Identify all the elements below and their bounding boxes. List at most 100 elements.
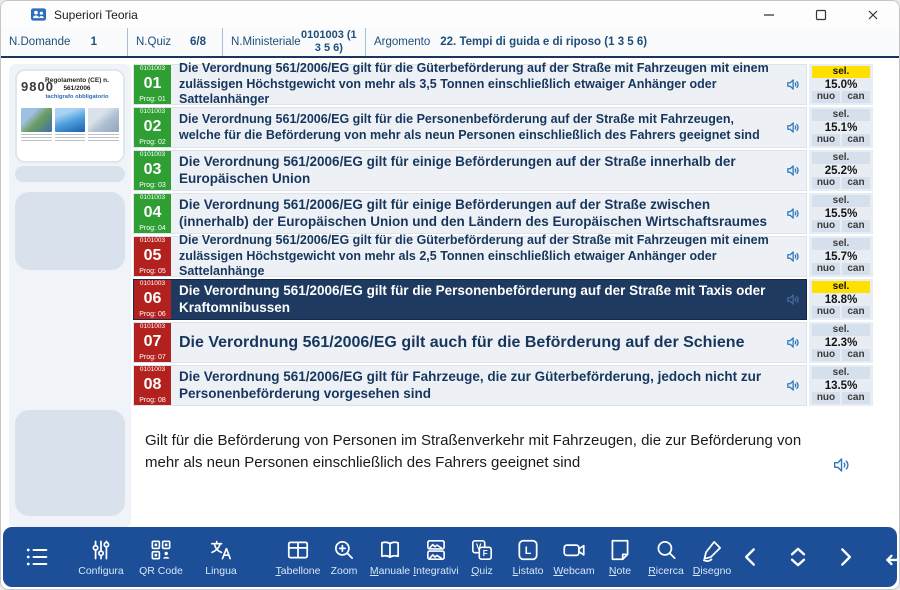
bus-photo: [54, 107, 86, 132]
sel-button[interactable]: sel.: [812, 66, 870, 78]
stats-panel: sel. 13.5% nuo can: [809, 365, 873, 406]
toolbar-lingua[interactable]: Lingua: [191, 527, 251, 587]
can-button[interactable]: can: [842, 306, 870, 318]
can-button[interactable]: can: [842, 220, 870, 232]
question-number: 03: [143, 161, 162, 179]
sel-button[interactable]: sel.: [812, 281, 870, 293]
sel-button[interactable]: sel.: [812, 109, 870, 121]
can-button[interactable]: can: [842, 134, 870, 146]
speaker-icon[interactable]: [780, 108, 806, 147]
question-badge: 0101003 02 Prog: 02: [134, 108, 171, 147]
toolbar-label: Tabellone: [275, 565, 321, 577]
toolbar-menu[interactable]: [15, 527, 59, 587]
close-button[interactable]: [847, 1, 899, 28]
menu-list-icon: [26, 548, 48, 566]
sidebar: 9800 Regolamento (CE) n. 561/2006 tachig…: [9, 64, 131, 527]
speaker-icon[interactable]: [780, 323, 806, 362]
field-n-ministeriale: N.Ministeriale 0101003 (1 3 5 6): [223, 28, 366, 56]
slide-photos: [21, 107, 120, 132]
toolbar-label: Ricerca: [648, 565, 684, 577]
question-row[interactable]: 0101003 04 Prog: 04 Die Verordnung 561/2…: [133, 193, 873, 234]
list-icon: L: [518, 539, 538, 561]
toolbar-disegno[interactable]: Disegno: [689, 527, 735, 587]
maximize-button[interactable]: [795, 1, 847, 28]
sel-button[interactable]: sel.: [812, 152, 870, 164]
question-row[interactable]: 0101003 01 Prog: 01 Die Verordnung 561/2…: [133, 61, 873, 106]
slide-number: 9800: [21, 79, 54, 94]
question-row[interactable]: 0101003 05 Prog: 05 Die Verordnung 561/2…: [133, 233, 873, 278]
sel-button[interactable]: sel.: [812, 324, 870, 336]
toolbar-label: Quiz: [471, 565, 493, 577]
nuo-button[interactable]: nuo: [812, 306, 840, 318]
sel-percentage: 15.0%: [824, 78, 858, 91]
sel-button[interactable]: sel.: [812, 367, 870, 379]
nuo-button[interactable]: nuo: [812, 220, 840, 232]
question-row[interactable]: 0101003 06 Prog: 06 Die Verordnung 561/2…: [133, 279, 873, 320]
minimize-button[interactable]: [743, 1, 795, 28]
question-row[interactable]: 0101003 03 Prog: 03 Die Verordnung 561/2…: [133, 150, 873, 191]
slide-thumbnail[interactable]: 9800 Regolamento (CE) n. 561/2006 tachig…: [15, 69, 125, 163]
sidebar-placeholder-1: [15, 192, 125, 270]
question-prog: Prog: 05: [139, 268, 166, 275]
question-row[interactable]: 0101003 02 Prog: 02 Die Verordnung 561/2…: [133, 107, 873, 148]
toolbar-ricerca[interactable]: Ricerca: [643, 527, 689, 587]
speaker-icon[interactable]: [780, 237, 806, 276]
nuo-button[interactable]: nuo: [812, 263, 840, 275]
toolbar-integrativi[interactable]: Integrativi: [413, 527, 459, 587]
can-button[interactable]: can: [842, 392, 870, 404]
question-row[interactable]: 0101003 07 Prog: 07 Die Verordnung 561/2…: [133, 322, 873, 363]
answer-area: Gilt für die Beförderung von Personen im…: [133, 414, 899, 527]
nuo-button[interactable]: nuo: [812, 134, 840, 146]
sel-button[interactable]: sel.: [812, 195, 870, 207]
can-button[interactable]: can: [842, 349, 870, 361]
nuo-button[interactable]: nuo: [812, 392, 840, 404]
n-domande-value: 1: [90, 36, 97, 48]
stats-panel: sel. 15.7% nuo can: [809, 236, 873, 277]
toolbar-zoom[interactable]: Zoom: [321, 527, 367, 587]
toolbar-manuale[interactable]: Manuale: [367, 527, 413, 587]
question-row[interactable]: 0101003 08 Prog: 08 Die Verordnung 561/2…: [133, 365, 873, 406]
speaker-icon[interactable]: [780, 65, 806, 104]
window-title: Superiori Teoria: [54, 7, 138, 22]
question-prog: Prog: 07: [139, 354, 166, 361]
toolbar-label: Disegno: [692, 565, 732, 577]
sel-button[interactable]: sel.: [812, 238, 870, 250]
question-number: 08: [143, 376, 162, 394]
speaker-icon[interactable]: [780, 151, 806, 190]
speaker-icon[interactable]: [780, 366, 806, 405]
nuo-button[interactable]: nuo: [812, 349, 840, 361]
main-area: 9800 Regolamento (CE) n. 561/2006 tachig…: [1, 58, 899, 527]
toolbar-note[interactable]: Note: [597, 527, 643, 587]
field-n-quiz: N.Quiz 6/8: [128, 28, 223, 56]
stats-panel: sel. 12.3% nuo can: [809, 322, 873, 363]
toolbar-tabellone[interactable]: Tabellone: [275, 527, 321, 587]
can-button[interactable]: can: [842, 263, 870, 275]
return-button[interactable]: [876, 527, 899, 587]
toolbar-webcam[interactable]: Webcam: [551, 527, 597, 587]
question-badge: 0101003 06 Prog: 06: [134, 280, 171, 319]
prev-question-button[interactable]: [735, 527, 767, 587]
can-button[interactable]: can: [842, 177, 870, 189]
toolbar-configura[interactable]: Configura: [71, 527, 131, 587]
toolbar-label: Lingua: [205, 565, 237, 577]
nuo-button[interactable]: nuo: [812, 91, 840, 103]
question-prog: Prog: 02: [139, 139, 166, 146]
question-panel: 0101003 01 Prog: 01 Die Verordnung 561/2…: [133, 61, 899, 527]
svg-text:V: V: [476, 543, 482, 552]
can-button[interactable]: can: [842, 91, 870, 103]
toolbar-listato[interactable]: L Listato: [505, 527, 551, 587]
speaker-icon[interactable]: [780, 280, 806, 319]
toolbar-qr-code[interactable]: QR Code: [131, 527, 191, 587]
answer-speaker-icon[interactable]: [831, 454, 853, 481]
argomento-label: Argomento: [374, 36, 431, 48]
next-question-button[interactable]: [829, 527, 861, 587]
truck-photo: [21, 107, 52, 132]
slide-captions: [21, 133, 120, 143]
toolbar-quiz[interactable]: V F Quiz: [459, 527, 505, 587]
speaker-icon[interactable]: [780, 194, 806, 233]
scroll-questions-button[interactable]: [782, 527, 814, 587]
ministerial-code: 0101003: [139, 194, 166, 201]
question-text: Die Verordnung 561/2006/EG gilt für die …: [179, 282, 766, 315]
nuo-button[interactable]: nuo: [812, 177, 840, 189]
